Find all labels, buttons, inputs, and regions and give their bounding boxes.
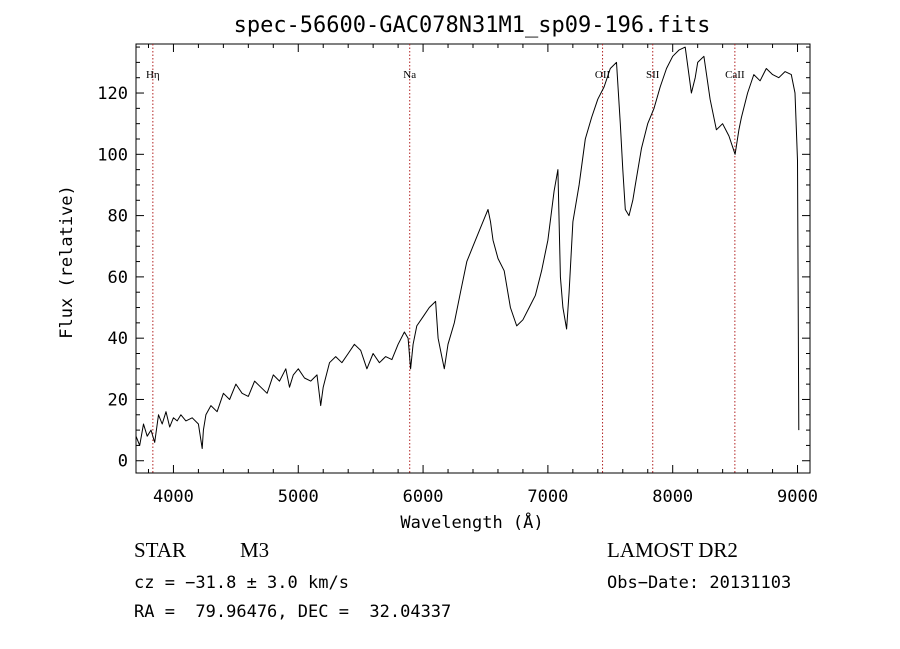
coordinates-text: RA = 79.96476, DEC = 32.04337 bbox=[134, 602, 452, 622]
y-tick-label: 120 bbox=[97, 84, 128, 104]
x-tick-label: 9000 bbox=[777, 487, 818, 507]
plot-area: 4000 5000 6000 7000 8000 9000 0 20 40 60 80 100 120 H… bbox=[97, 43, 818, 507]
spectrum-line bbox=[135, 46, 800, 449]
object-class: STAR bbox=[134, 538, 186, 562]
x-tick-label: 4000 bbox=[153, 487, 194, 507]
x-axis-label: Wavelength (Å) bbox=[400, 511, 543, 533]
object-subclass: M3 bbox=[240, 538, 270, 562]
y-tick-label: 40 bbox=[108, 329, 128, 349]
chart-title: spec-56600-GAC078N31M1_sp09-196.fits bbox=[234, 13, 711, 38]
plot-frame bbox=[135, 43, 811, 474]
obs-date-text: Obs−Date: 20131103 bbox=[607, 573, 792, 593]
spectral-line-label: Hη bbox=[146, 69, 160, 81]
y-tick-label: 100 bbox=[97, 145, 128, 165]
velocity-text: cz = −31.8 ± 3.0 km/s bbox=[134, 573, 349, 593]
y-tick-label: 80 bbox=[108, 207, 128, 227]
y-tick-label: 60 bbox=[108, 268, 128, 288]
x-tick-label: 7000 bbox=[527, 487, 568, 507]
y-axis-label: Flux (relative) bbox=[57, 185, 77, 339]
y-tick-label: 20 bbox=[108, 390, 128, 410]
x-tick-label: 5000 bbox=[278, 487, 319, 507]
survey-label: LAMOST DR2 bbox=[607, 538, 738, 562]
spectral-line-label: CaII bbox=[725, 69, 745, 81]
spectral-line-label: SII bbox=[646, 69, 660, 81]
spectral-line-label: Na bbox=[403, 69, 416, 81]
x-tick-label: 8000 bbox=[652, 487, 693, 507]
x-tick-label: 6000 bbox=[403, 487, 444, 507]
y-tick-label: 0 bbox=[118, 452, 128, 472]
